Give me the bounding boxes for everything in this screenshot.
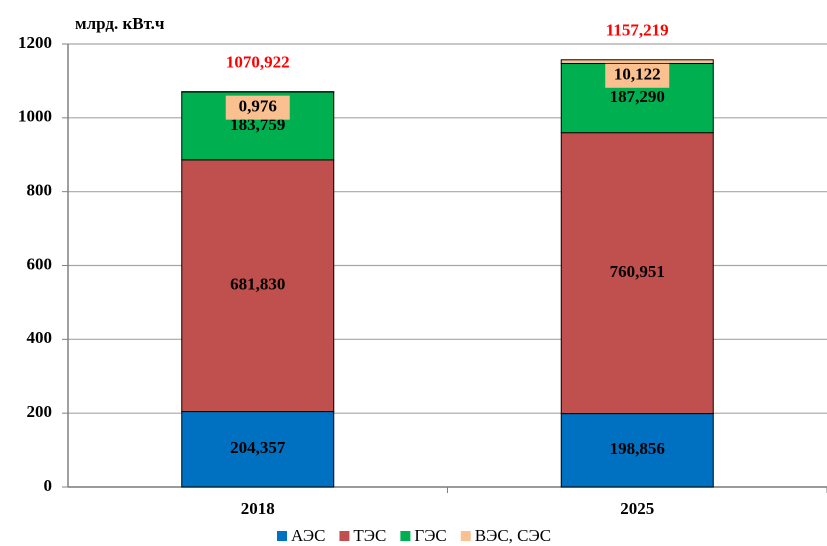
y-tick-label: 800 [27,181,53,200]
value-label: 681,830 [230,275,285,294]
y-tick-label: 0 [44,476,53,495]
legend-label: АЭС [291,526,325,545]
label-box [225,95,290,120]
total-label: 1157,219 [606,21,669,40]
x-tick-label: 2018 [241,499,275,518]
y-tick-label: 1000 [18,107,52,126]
y-tick-label: 400 [27,328,53,347]
bar-segment [181,159,335,413]
label-box [605,63,670,88]
y-tick-label: 600 [27,254,53,273]
legend-swatch [339,531,350,541]
value-label: 204,357 [230,438,286,457]
value-label: 0,976 [239,97,277,116]
value-label: 198,856 [610,439,665,458]
legend-label: ВЭС, СЭС [475,526,551,545]
legend-swatch [400,531,411,541]
value-label: 187,290 [610,87,665,106]
legend-label: ГЭС [414,526,446,545]
y-tick-label: 200 [27,402,53,421]
value-label: 760,951 [610,262,665,281]
legend-swatch [460,531,471,541]
total-label: 1070,922 [226,53,290,72]
y-axis-label: млрд. кВт.ч [75,14,165,33]
bar-segment [560,413,714,488]
value-label: 10,122 [614,65,661,84]
x-tick-label: 2025 [620,499,654,518]
legend-label: ТЭС [353,526,386,545]
bar-segment [560,59,714,65]
legend-swatch [277,531,287,541]
y-tick-label: 1200 [18,33,52,52]
bar-segment [181,411,335,488]
bar-segment [560,132,714,415]
